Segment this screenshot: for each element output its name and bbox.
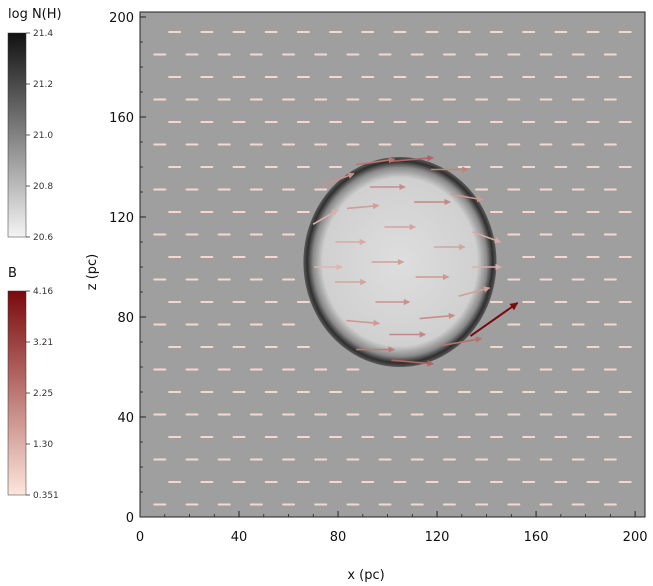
colorbar-tick-label: 0.351 — [33, 491, 59, 501]
x-tick-label: 120 — [425, 530, 450, 545]
colorbar-tick-label: 21.0 — [33, 131, 53, 141]
colorbar-tick-label: 1.30 — [33, 440, 53, 450]
shell-field-arrow — [321, 172, 355, 187]
shell-field-arrow — [346, 202, 380, 210]
y-tick-label: 0 — [126, 511, 134, 526]
colorbar-B-bar — [7, 290, 27, 496]
shell-field-arrow — [441, 336, 483, 347]
colorbar-B-title: B — [8, 266, 17, 281]
colorbar-tick-label: 3.21 — [33, 338, 53, 348]
x-tick-label: 200 — [623, 530, 648, 545]
shell-field-vectors — [312, 154, 519, 367]
x-tick-label: 0 — [136, 530, 144, 545]
shell-field-arrow — [312, 209, 339, 225]
colorbar-logNH-bar — [7, 32, 27, 238]
shell-field-arrow — [469, 302, 519, 337]
y-tick-label: 40 — [117, 411, 134, 426]
y-tick-label: 160 — [109, 111, 134, 126]
x-axis-label: x (pc) — [347, 568, 384, 583]
colorbar-tick-label: 21.4 — [33, 29, 53, 39]
shell-field-arrow — [346, 319, 380, 327]
shell-field-arrow — [458, 286, 491, 297]
shell-field-arrow — [419, 312, 456, 320]
y-tick-label: 200 — [109, 11, 134, 26]
background-field-vectors — [153, 31, 632, 506]
colorbar-logNH-title: log N(H) — [8, 7, 62, 22]
shell-field-arrow — [450, 193, 484, 203]
y-axis-label: z (pc) — [85, 254, 100, 291]
plot-frame — [139, 11, 646, 518]
colorbar-tick-label: 20.6 — [33, 233, 53, 243]
plot-area — [140, 12, 645, 517]
colorbar-B: B 4.16 3.21 2.25 1.30 0.351 — [7, 266, 59, 501]
colorbar-tick-label: 20.8 — [33, 182, 53, 192]
colorbar-tick-label: 2.25 — [33, 389, 53, 399]
shell-field-arrow — [472, 231, 502, 244]
colorbar-tick-label: 4.16 — [33, 287, 53, 297]
x-tick-label: 80 — [330, 530, 347, 545]
x-axis: 0 40 80 120 160 200 — [136, 511, 648, 545]
x-tick-label: 160 — [524, 530, 549, 545]
y-axis: 0 40 80 120 160 200 — [109, 11, 146, 526]
shell-field-arrow — [355, 156, 396, 166]
shell-field-arrow — [391, 154, 434, 163]
x-tick-label: 40 — [231, 530, 248, 545]
colorbar-tick-label: 21.2 — [33, 80, 53, 90]
y-tick-label: 80 — [117, 311, 134, 326]
y-tick-label: 120 — [109, 211, 134, 226]
shell-field-arrow — [391, 359, 434, 367]
colorbar-logNH: log N(H) 21.4 21.2 21.0 20.8 20.6 — [7, 7, 62, 243]
